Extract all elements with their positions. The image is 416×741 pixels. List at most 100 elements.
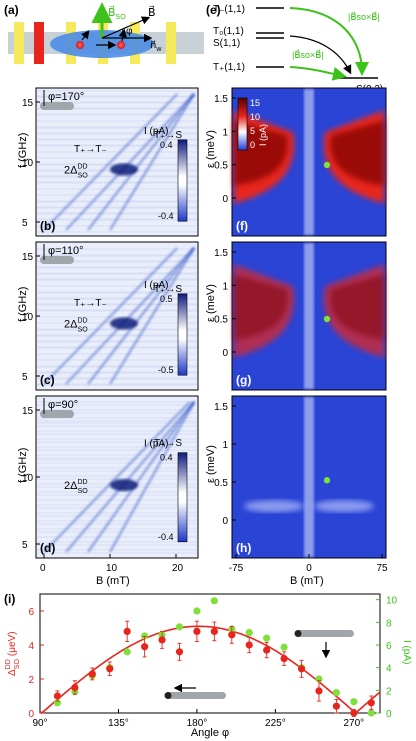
anticrossing-feature — [110, 479, 138, 492]
y-tick-label: 1 — [222, 127, 228, 138]
panel-letter-f: (f) — [236, 219, 248, 233]
faint-feature — [244, 500, 304, 513]
y-tick-label: 10 — [22, 473, 34, 484]
red-data-point — [263, 646, 271, 654]
red-data-point — [158, 636, 166, 644]
red-data-point — [88, 670, 96, 678]
resonance-line — [43, 93, 178, 231]
colorbar-tick-top: 0.4 — [160, 140, 173, 150]
y-axis-label: ε (meV) — [205, 445, 217, 483]
y-axis-label: f (GHz) — [17, 448, 29, 483]
green-data-point — [263, 634, 271, 642]
resonance-line — [109, 401, 195, 553]
y-axis-label-right: I (pA) — [401, 640, 412, 664]
colorbar-title: I (pA) — [144, 280, 168, 291]
colorbar-tick-top: 0.4 — [160, 453, 173, 463]
dark-wing-left — [234, 120, 288, 186]
wire-icon-right — [296, 630, 354, 637]
green-data-point — [245, 628, 253, 637]
y-tick-label: 15 — [22, 406, 34, 417]
y-axis-label-left: ΔDD SO (μeV) — [5, 631, 21, 676]
y-tick-label: 5 — [22, 218, 28, 229]
b-vector-arrow — [101, 16, 151, 39]
y-tick-label-left: 2 — [28, 675, 34, 686]
gate-1 — [14, 22, 24, 64]
transition-label-ts: T₊→S — [154, 284, 182, 295]
green-data-point — [210, 597, 218, 605]
zero-field-stripe — [304, 243, 314, 389]
colorbar-tick-bottom: -0.5 — [158, 365, 174, 375]
level-t-plus: T₊(1,1) — [213, 62, 245, 73]
y-tick-label-right: 0 — [386, 709, 392, 720]
transition-label-tm: T₊→T₋ — [74, 298, 107, 309]
b-label: B⃗ — [148, 5, 156, 19]
green-marker — [323, 315, 331, 323]
colorbar-tick: 5 — [250, 126, 255, 136]
y-axis-label: ε (meV) — [205, 130, 217, 168]
y-tick-label: 0.5 — [214, 478, 228, 489]
nw-label: n⃗w — [150, 40, 162, 53]
x-tick-label: 75 — [376, 563, 388, 574]
red-data-point — [53, 692, 62, 700]
y-tick-label-right: 8 — [386, 618, 392, 629]
y-tick-label: 1 — [222, 440, 228, 451]
x-tick-label: 90° — [32, 718, 47, 729]
coupling-label-bottom: |B⃗so×B⃗| — [292, 49, 324, 60]
energy-level-diagram: (e) T₋(1,1) T₀(1,1) S(1,1) T₊(1,1) S(0,2… — [206, 3, 383, 95]
map-panel-f: (f) 0 0.5 1 1.5 ε (meV) — [205, 87, 387, 237]
level-t0: T₀(1,1) — [213, 26, 244, 37]
y-tick-label-left: 0 — [28, 709, 34, 720]
panel-letter-c: (c) — [40, 373, 55, 387]
ylabel-unit: (μeV) — [7, 631, 18, 656]
y-tick-label-left: 6 — [28, 607, 34, 618]
wire-icon-left — [166, 692, 226, 699]
y-tick-label: 1.5 — [214, 248, 228, 259]
spectra-x-axis: 0 10 20 B (mT) — [40, 554, 184, 587]
ylabel-sup: DD — [5, 659, 12, 669]
green-data-point — [141, 632, 149, 640]
y-tick-label: 10 — [22, 312, 34, 323]
red-data-point — [141, 643, 149, 651]
green-data-point — [193, 607, 201, 615]
y-tick-label: 1.5 — [214, 94, 228, 105]
x-tick-label: 10 — [106, 563, 118, 574]
gate-6 — [166, 22, 176, 64]
red-data-point — [297, 665, 306, 673]
delta-sup: DD — [77, 163, 87, 170]
green-marker — [323, 161, 331, 169]
colorbar — [177, 139, 188, 222]
fit-curve — [39, 625, 381, 715]
colorbar-title: I (pA) — [144, 126, 168, 137]
y-tick-label: 0 — [222, 194, 228, 205]
red-data-point — [175, 648, 184, 656]
y-tick-label: 5 — [22, 540, 28, 551]
x-tick-label: 270° — [344, 718, 365, 729]
panel-a-label: (a) — [4, 3, 19, 17]
resonance-line — [65, 401, 195, 553]
colorbar-title: I (pA) — [144, 439, 168, 450]
resonance-line — [65, 247, 195, 385]
delta-sup: DD — [77, 317, 87, 324]
resonance-line — [109, 247, 195, 385]
delta-so-label: 2ΔDD SO — [64, 479, 88, 495]
phi-label: φ — [126, 26, 133, 37]
y-axis-label: ε (meV) — [205, 284, 217, 322]
y-tick-label: 15 — [22, 98, 34, 109]
colorbar — [237, 97, 248, 151]
panel-letter-d: (d) — [40, 541, 55, 555]
delta-sub: SO — [78, 172, 89, 179]
transition-label-ts: T₊→S — [154, 130, 182, 141]
colorbar-tick-top: 0.5 — [160, 294, 173, 304]
colorbar-tick: 0 — [250, 140, 255, 150]
wire-icon — [40, 102, 74, 110]
wire-end-left — [164, 692, 172, 699]
plot-frame — [39, 593, 381, 714]
red-data-point — [228, 631, 236, 639]
x-axis-label: B (mT) — [290, 575, 324, 587]
angle-label: φ=110° — [48, 245, 84, 257]
